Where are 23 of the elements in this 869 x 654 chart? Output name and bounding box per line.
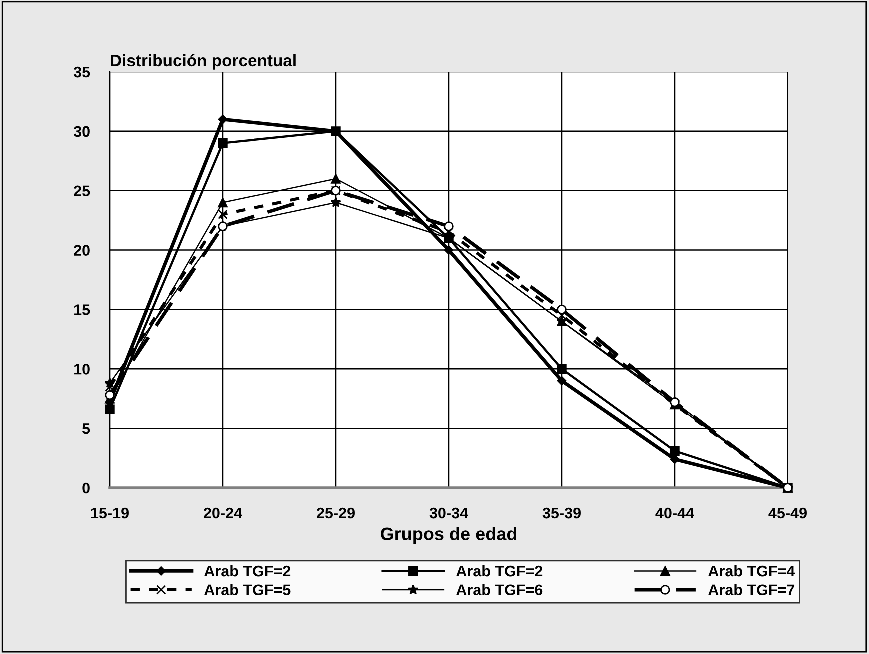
chart-title: Distribución porcentual <box>111 54 296 70</box>
x-tick-label: 25-29 <box>316 508 355 519</box>
y-tick-label: 15 <box>74 304 90 316</box>
x-tick-label: 20-24 <box>204 508 242 519</box>
x-tick-label: 30-34 <box>430 508 468 519</box>
y-tick-label: 5 <box>82 424 90 434</box>
legend-label: Arab TGF=2 <box>204 565 291 577</box>
x-axis-title: Grupos de edad <box>381 527 517 544</box>
x-tick-label: 35-39 <box>542 508 581 519</box>
legend-label: Arab TGF=7 <box>708 584 795 596</box>
legend-label: Arab TGF=6 <box>456 584 543 596</box>
y-tick-label: 30 <box>74 126 90 138</box>
x-tick-label: 15-19 <box>91 508 129 519</box>
y-tick-label: 0 <box>82 482 90 494</box>
y-tick-label: 20 <box>74 245 90 256</box>
legend-label: Arab TGF=5 <box>204 584 291 596</box>
x-tick-label: 40-44 <box>656 508 694 519</box>
y-tick-label: 10 <box>74 364 90 375</box>
y-tick-label: 35 <box>74 66 90 78</box>
x-tick-label: 45-49 <box>768 508 807 519</box>
legend-label: Arab TGF=4 <box>708 565 796 577</box>
legend-label: Arab TGF=2 <box>456 565 543 577</box>
y-tick-label: 25 <box>74 186 90 197</box>
